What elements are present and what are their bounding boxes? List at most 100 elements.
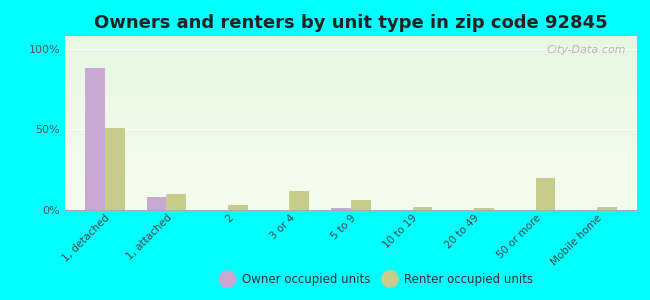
Bar bbox=[65, 154, 637, 156]
Bar bbox=[65, 144, 637, 146]
Bar bbox=[65, 106, 637, 107]
Bar bbox=[65, 41, 637, 43]
Bar bbox=[65, 109, 637, 111]
Bar bbox=[65, 100, 637, 102]
Bar bbox=[65, 99, 637, 100]
Bar bbox=[65, 64, 637, 66]
Bar bbox=[65, 151, 637, 153]
Bar bbox=[65, 57, 637, 58]
Bar bbox=[65, 67, 637, 69]
Bar bbox=[65, 194, 637, 196]
Text: Renter occupied units: Renter occupied units bbox=[404, 272, 534, 286]
Bar bbox=[65, 161, 637, 163]
Bar bbox=[65, 156, 637, 158]
Bar bbox=[65, 140, 637, 142]
Bar bbox=[65, 97, 637, 99]
Bar bbox=[65, 205, 637, 206]
Bar bbox=[65, 182, 637, 184]
Bar bbox=[65, 88, 637, 90]
Bar bbox=[65, 165, 637, 167]
Bar bbox=[65, 158, 637, 160]
Bar bbox=[65, 40, 637, 41]
Bar bbox=[65, 139, 637, 140]
Bar bbox=[65, 134, 637, 135]
Bar bbox=[65, 53, 637, 55]
Bar bbox=[65, 198, 637, 200]
Bar bbox=[65, 186, 637, 188]
Bar bbox=[65, 201, 637, 203]
Bar bbox=[65, 36, 637, 38]
Bar bbox=[65, 168, 637, 170]
Bar bbox=[65, 83, 637, 85]
Bar bbox=[65, 107, 637, 109]
Bar bbox=[65, 142, 637, 144]
Bar bbox=[65, 135, 637, 137]
Bar bbox=[65, 179, 637, 180]
Bar bbox=[65, 78, 637, 80]
Bar bbox=[65, 203, 637, 205]
Bar bbox=[65, 125, 637, 127]
Bar bbox=[65, 163, 637, 165]
Bar bbox=[65, 128, 637, 130]
Bar bbox=[65, 206, 637, 208]
Bar bbox=[105, 128, 125, 210]
Bar bbox=[65, 118, 637, 119]
Bar bbox=[65, 38, 637, 40]
Bar bbox=[65, 208, 637, 210]
Title: Owners and renters by unit type in zip code 92845: Owners and renters by unit type in zip c… bbox=[94, 14, 608, 32]
Bar bbox=[65, 73, 637, 74]
Bar bbox=[65, 66, 637, 67]
Bar bbox=[65, 189, 637, 191]
Bar bbox=[65, 116, 637, 118]
Bar bbox=[65, 74, 637, 76]
Bar bbox=[65, 45, 637, 46]
Bar bbox=[65, 48, 637, 50]
Bar bbox=[65, 58, 637, 60]
Bar bbox=[65, 104, 637, 106]
Bar bbox=[65, 95, 637, 97]
Bar bbox=[65, 196, 637, 198]
Bar bbox=[536, 178, 555, 210]
Bar bbox=[65, 188, 637, 189]
Text: City-Data.com: City-Data.com bbox=[546, 45, 625, 55]
Bar bbox=[65, 112, 637, 114]
Bar bbox=[166, 194, 186, 210]
Bar bbox=[65, 93, 637, 95]
Bar bbox=[65, 111, 637, 112]
Bar bbox=[65, 184, 637, 186]
Bar bbox=[65, 132, 637, 134]
Bar bbox=[65, 86, 637, 88]
Bar bbox=[332, 208, 351, 210]
Bar bbox=[65, 146, 637, 147]
Bar bbox=[65, 160, 637, 161]
Bar bbox=[65, 127, 637, 128]
Bar bbox=[65, 170, 637, 172]
Bar bbox=[474, 208, 494, 210]
Bar bbox=[228, 205, 248, 210]
Bar bbox=[65, 81, 637, 83]
Bar bbox=[65, 200, 637, 201]
Bar bbox=[65, 172, 637, 173]
Bar bbox=[65, 180, 637, 182]
Bar bbox=[65, 60, 637, 62]
Bar bbox=[65, 177, 637, 179]
Bar bbox=[65, 55, 637, 57]
Bar bbox=[597, 207, 617, 210]
Bar bbox=[65, 52, 637, 53]
Bar bbox=[147, 197, 166, 210]
Bar bbox=[65, 149, 637, 151]
Bar bbox=[65, 121, 637, 123]
Bar bbox=[65, 71, 637, 73]
Text: Owner occupied units: Owner occupied units bbox=[242, 272, 370, 286]
Bar bbox=[65, 46, 637, 48]
Bar bbox=[65, 123, 637, 125]
Bar bbox=[65, 153, 637, 154]
Bar bbox=[65, 90, 637, 92]
Bar bbox=[65, 102, 637, 104]
Bar bbox=[65, 114, 637, 116]
Bar bbox=[65, 50, 637, 52]
Bar bbox=[65, 92, 637, 93]
Bar bbox=[351, 200, 370, 210]
Bar bbox=[289, 191, 309, 210]
Bar bbox=[65, 167, 637, 168]
